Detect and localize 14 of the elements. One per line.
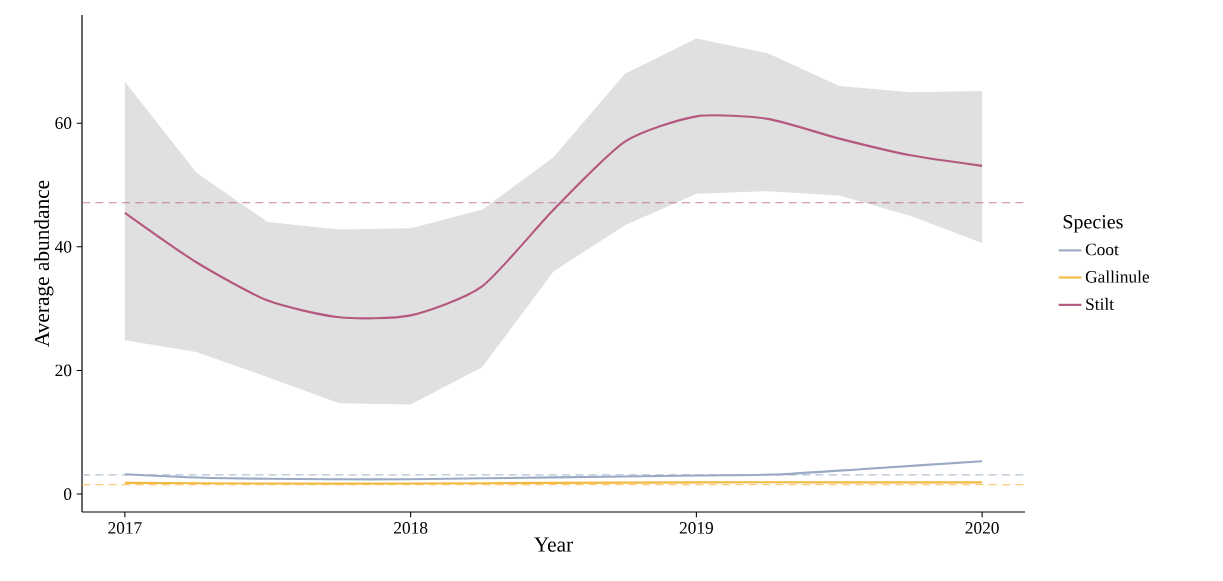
- x-tick-label: 2017: [108, 522, 142, 534]
- legend-label: Gallinule: [1085, 270, 1150, 283]
- legend-label: Coot: [1085, 243, 1119, 256]
- legend-label: Stilt: [1086, 297, 1114, 311]
- x-axis-title: Year: [534, 537, 573, 552]
- y-tick-label: 40: [54, 240, 72, 253]
- x-tick-label: 2020: [965, 522, 999, 534]
- y-tick-label: 0: [63, 488, 72, 500]
- y-axis-title: Average abundance: [34, 180, 54, 347]
- y-tick-label: 60: [55, 117, 72, 130]
- y-tick-label: 20: [55, 364, 72, 377]
- legend-title: Species: [1063, 215, 1123, 233]
- x-tick-label: 2018: [394, 522, 428, 534]
- x-tick-label: 2019: [679, 522, 713, 534]
